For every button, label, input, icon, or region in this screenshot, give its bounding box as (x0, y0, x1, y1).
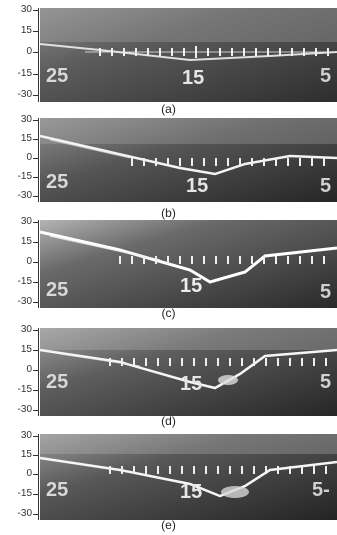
y-tick-mark (33, 74, 38, 75)
y-tick-label: -30 (17, 508, 32, 519)
y-tick-mark (33, 350, 38, 351)
panel-c: 30 15 0 -15 -30 (0, 216, 337, 308)
y-tick-label: -15 (17, 276, 32, 287)
y-axis: 30 15 0 -15 -30 (0, 216, 40, 308)
y-tick-label: 30 (20, 4, 32, 15)
experiment-photo: 25 15 5 (40, 8, 337, 102)
y-axis: 30 15 0 -15 -30 (0, 324, 40, 416)
y-tick-label: -30 (17, 404, 32, 415)
y-axis: 30 15 0 -15 -30 (0, 114, 40, 202)
y-tick-label: 0 (26, 152, 32, 163)
y-tick-label: 0 (26, 256, 32, 267)
panel-caption: (d) (161, 414, 176, 428)
scale-number: 25 (46, 171, 68, 193)
scale-number: 15 (182, 67, 204, 89)
y-tick-mark (33, 494, 38, 495)
panel-d: 30 15 0 -15 -30 (0, 324, 337, 416)
y-axis: 30 15 0 -15 -30 (0, 430, 40, 520)
y-tick-mark (33, 282, 38, 283)
panel-caption: (b) (161, 206, 176, 220)
y-tick-label: 15 (20, 344, 32, 355)
y-tick-mark (33, 390, 38, 391)
y-tick-mark (33, 514, 38, 515)
y-tick-mark (33, 455, 38, 456)
y-tick-label: 30 (20, 324, 32, 335)
y-tick-mark (33, 52, 38, 53)
y-tick-mark (33, 436, 38, 437)
panel-a: 30 15 0 -15 -30 (0, 4, 337, 102)
scale-number: 25 (46, 371, 68, 393)
y-tick-label: 30 (20, 114, 32, 125)
y-tick-mark (33, 31, 38, 32)
axis-line (38, 328, 39, 416)
panel-caption: (e) (161, 518, 176, 532)
y-tick-label: 0 (26, 46, 32, 57)
experiment-photo: 25 15 5 (40, 118, 337, 202)
axis-line (38, 220, 39, 308)
y-tick-label: 15 (20, 133, 32, 144)
experiment-photo: 25 15 5- (40, 434, 337, 520)
y-tick-label: 15 (20, 25, 32, 36)
scale-number: 15 (180, 275, 202, 297)
experiment-photo: 25 15 5 (40, 220, 337, 308)
y-tick-mark (33, 330, 38, 331)
y-tick-mark (33, 242, 38, 243)
axis-line (38, 434, 39, 520)
y-tick-mark (33, 120, 38, 121)
y-tick-mark (33, 95, 38, 96)
axis-line (38, 118, 39, 202)
panel-caption: (c) (161, 306, 176, 320)
y-tick-mark (33, 139, 38, 140)
scale-number: 5 (320, 371, 331, 393)
experiment-photo: 25 15 5 (40, 328, 337, 416)
scale-number: 15 (180, 373, 202, 395)
y-tick-label: 30 (20, 430, 32, 441)
panel-caption: (a) (161, 102, 176, 116)
y-tick-mark (33, 196, 38, 197)
y-tick-label: -30 (17, 296, 32, 307)
y-tick-label: 0 (26, 364, 32, 375)
axis-line (38, 8, 39, 102)
scale-number: 25 (46, 479, 68, 501)
y-tick-mark (33, 262, 38, 263)
y-tick-mark (33, 10, 38, 11)
y-tick-label: -15 (17, 68, 32, 79)
y-tick-label: 30 (20, 216, 32, 227)
y-axis: 30 15 0 -15 -30 (0, 4, 40, 102)
y-tick-mark (33, 302, 38, 303)
y-tick-label: -15 (17, 488, 32, 499)
y-tick-mark (33, 474, 38, 475)
scale-number: 5- (312, 479, 330, 501)
scale-number: 5 (320, 175, 331, 197)
y-tick-label: 15 (20, 449, 32, 460)
panel-b: 30 15 0 -15 -30 (0, 114, 337, 202)
y-tick-label: 0 (26, 468, 32, 479)
scale-number: 25 (46, 65, 68, 87)
y-tick-label: -30 (17, 190, 32, 201)
y-tick-mark (33, 370, 38, 371)
scale-number: 5 (320, 281, 331, 303)
y-tick-label: -15 (17, 171, 32, 182)
scale-number: 25 (46, 279, 68, 301)
scale-number: 5 (320, 65, 331, 87)
panel-e: 30 15 0 -15 -30 (0, 430, 337, 520)
scale-number: 15 (180, 481, 202, 503)
y-tick-mark (33, 410, 38, 411)
y-tick-label: 15 (20, 236, 32, 247)
y-tick-mark (33, 158, 38, 159)
scale-number: 15 (186, 175, 208, 197)
y-tick-label: -15 (17, 384, 32, 395)
y-tick-label: -30 (17, 89, 32, 100)
y-tick-mark (33, 222, 38, 223)
y-tick-mark (33, 177, 38, 178)
